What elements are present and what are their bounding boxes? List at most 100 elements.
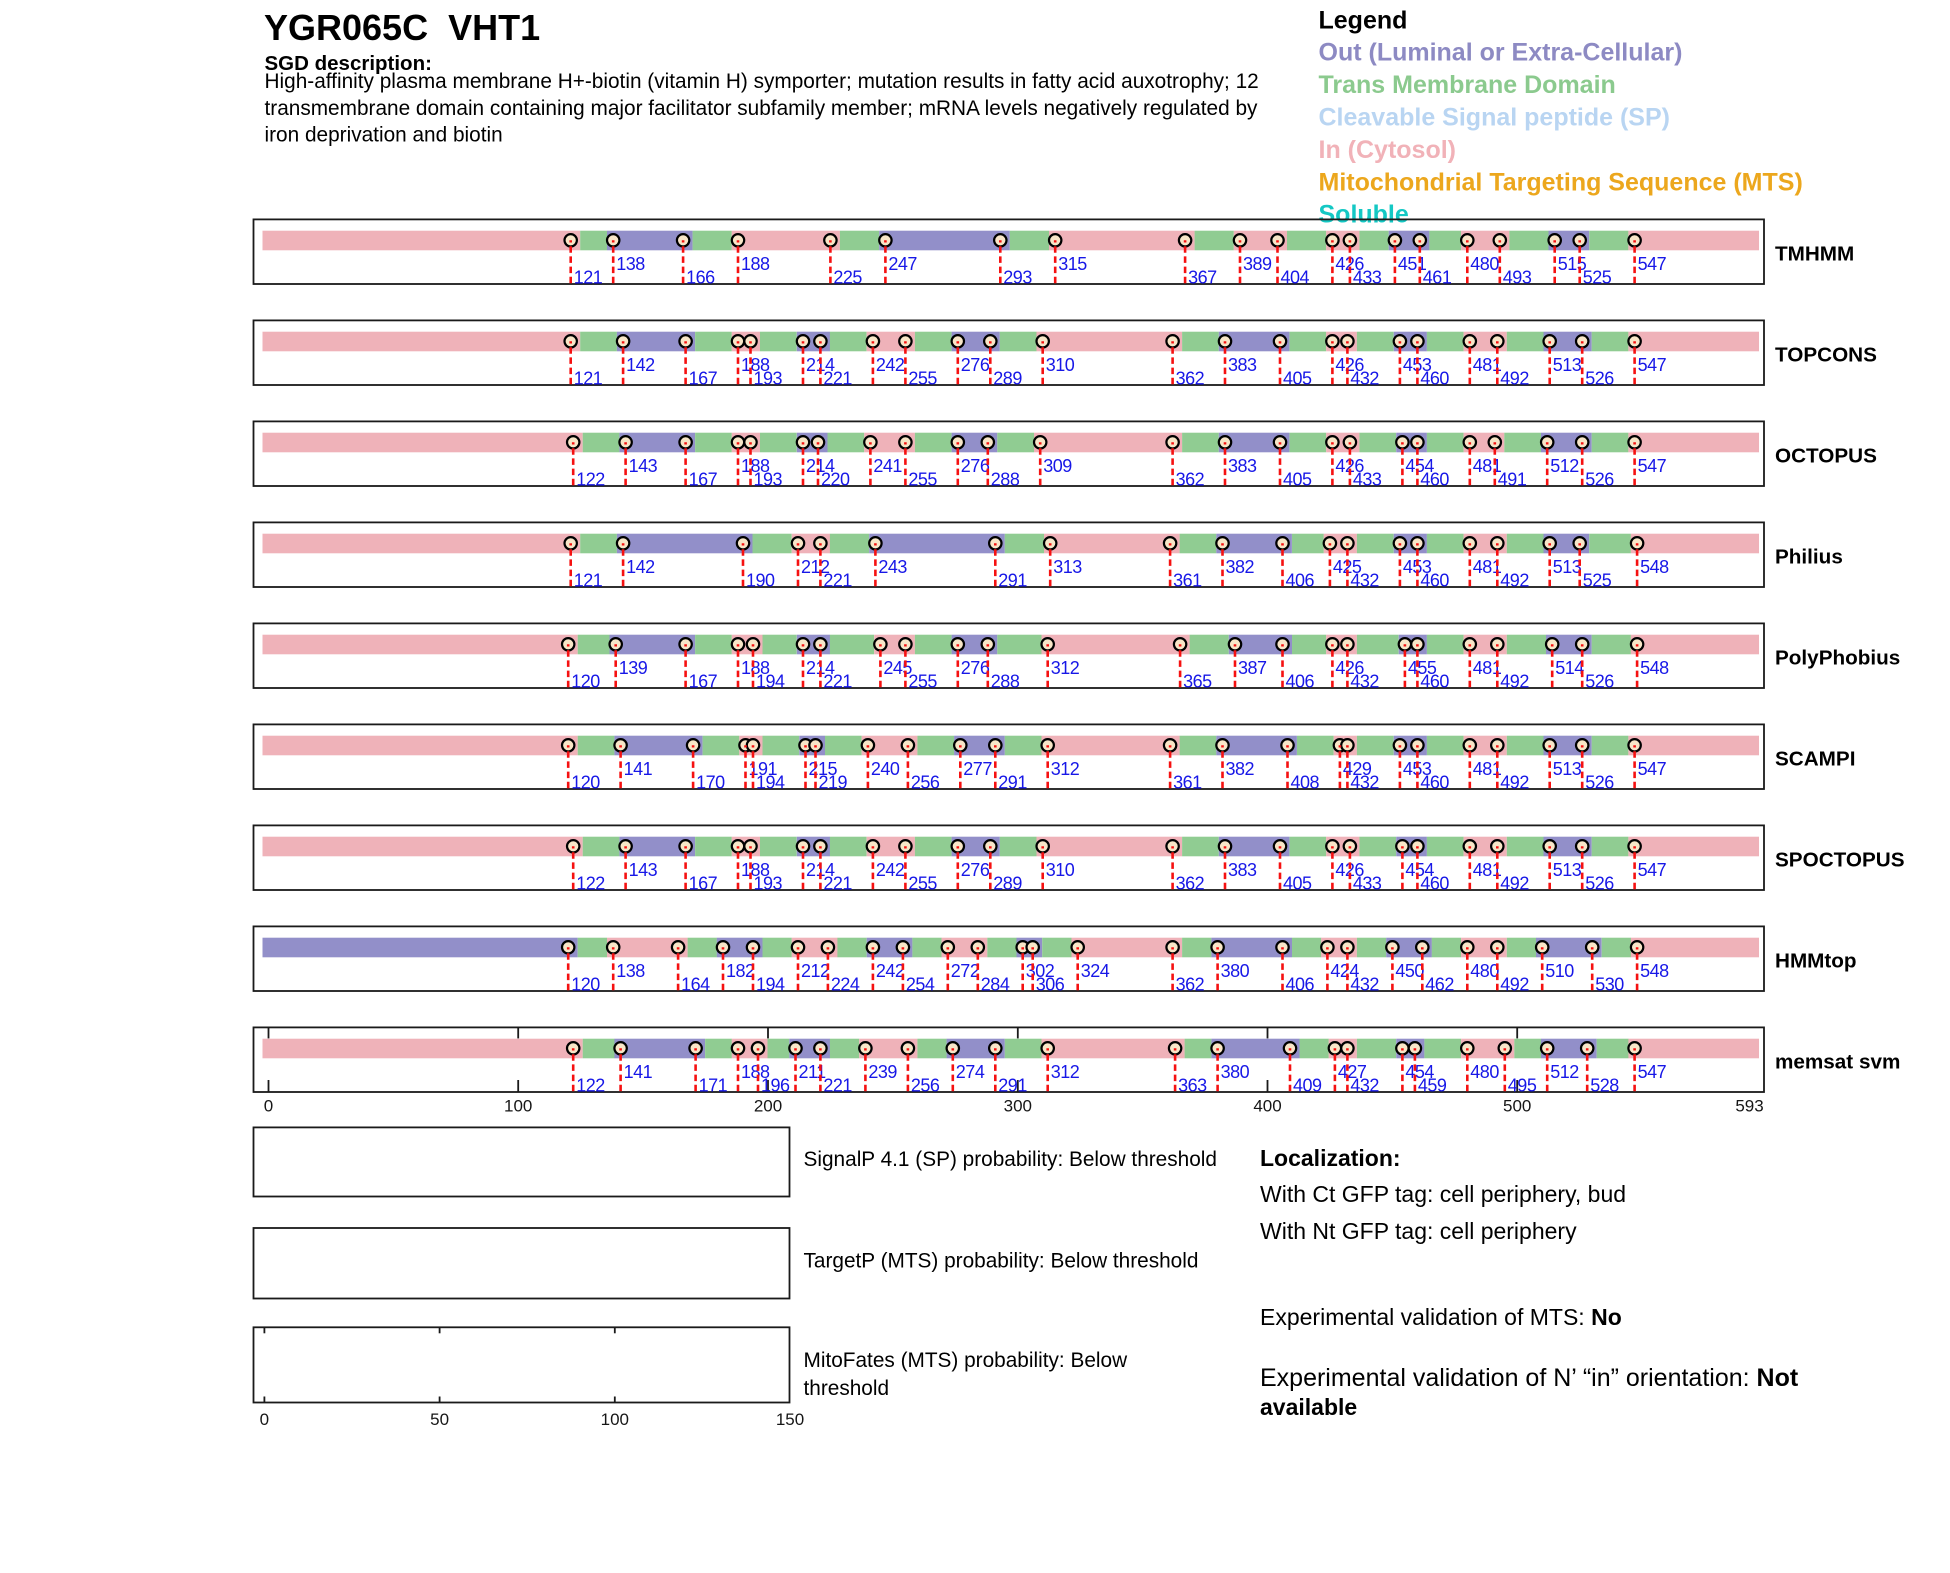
svg-text:513: 513 [1553, 557, 1582, 577]
svg-text:0: 0 [264, 1097, 273, 1116]
svg-text:460: 460 [1420, 772, 1449, 792]
svg-text:Philius: Philius [1775, 546, 1843, 569]
svg-text:HMMtop: HMMtop [1775, 950, 1857, 973]
svg-text:242: 242 [876, 860, 905, 880]
svg-text:193: 193 [754, 873, 783, 893]
svg-text:284: 284 [981, 974, 1010, 994]
svg-text:PolyPhobius: PolyPhobius [1775, 647, 1900, 670]
svg-text:453: 453 [1403, 355, 1432, 375]
svg-text:453: 453 [1403, 759, 1432, 779]
svg-text:142: 142 [626, 557, 655, 577]
svg-text:142: 142 [626, 355, 655, 375]
svg-text:362: 362 [1176, 469, 1205, 489]
svg-text:241: 241 [873, 456, 902, 476]
svg-text:221: 221 [823, 671, 852, 691]
svg-text:276: 276 [961, 860, 990, 880]
svg-text:512: 512 [1550, 456, 1579, 476]
svg-text:460: 460 [1420, 368, 1449, 388]
svg-text:426: 426 [1335, 254, 1364, 274]
svg-text:167: 167 [689, 873, 718, 893]
svg-text:221: 221 [823, 368, 852, 388]
svg-text:481: 481 [1473, 759, 1502, 779]
svg-text:389: 389 [1243, 254, 1272, 274]
svg-text:382: 382 [1226, 557, 1255, 577]
svg-text:TargetP (MTS) probability: Bel: TargetP (MTS) probability: Below thresho… [804, 1250, 1199, 1273]
svg-text:426: 426 [1335, 860, 1364, 880]
svg-text:525: 525 [1583, 267, 1612, 287]
svg-text:219: 219 [819, 772, 848, 792]
svg-text:214: 214 [806, 355, 835, 375]
svg-text:138: 138 [616, 961, 645, 981]
svg-text:166: 166 [686, 267, 715, 287]
svg-text:256: 256 [911, 1075, 940, 1095]
svg-text:221: 221 [823, 570, 852, 590]
svg-text:122: 122 [576, 873, 605, 893]
svg-text:122: 122 [576, 1075, 605, 1095]
svg-text:212: 212 [801, 557, 830, 577]
svg-text:transmembrane domain containin: transmembrane domain containing major fa… [265, 97, 1259, 120]
svg-text:383: 383 [1228, 355, 1257, 375]
svg-text:380: 380 [1221, 1062, 1250, 1082]
svg-text:272: 272 [951, 961, 980, 981]
svg-text:530: 530 [1595, 974, 1624, 994]
svg-text:380: 380 [1221, 961, 1250, 981]
svg-text:526: 526 [1585, 772, 1614, 792]
svg-text:225: 225 [833, 267, 862, 287]
svg-text:243: 243 [878, 557, 907, 577]
svg-text:214: 214 [806, 860, 835, 880]
svg-text:500: 500 [1503, 1097, 1531, 1116]
svg-text:313: 313 [1053, 557, 1082, 577]
svg-text:493: 493 [1503, 267, 1532, 287]
svg-text:362: 362 [1176, 873, 1205, 893]
svg-text:513: 513 [1553, 759, 1582, 779]
svg-text:480: 480 [1470, 961, 1499, 981]
svg-text:0: 0 [260, 1410, 269, 1429]
svg-text:432: 432 [1350, 1075, 1379, 1095]
svg-text:Experimental validation of MTS: Experimental validation of MTS: No [1260, 1304, 1622, 1330]
svg-text:OCTOPUS: OCTOPUS [1775, 445, 1877, 468]
svg-text:141: 141 [624, 759, 653, 779]
svg-text:460: 460 [1420, 469, 1449, 489]
svg-text:YGR065C VHT1: YGR065C VHT1 [264, 7, 540, 48]
svg-text:427: 427 [1338, 1062, 1367, 1082]
svg-text:188: 188 [741, 254, 770, 274]
svg-text:Soluble: Soluble [1319, 201, 1409, 229]
svg-text:383: 383 [1228, 860, 1257, 880]
svg-text:Experimental validation of N’: Experimental validation of N’ “in” orien… [1260, 1364, 1799, 1392]
svg-text:143: 143 [629, 456, 658, 476]
svg-text:221: 221 [823, 1075, 852, 1095]
svg-text:512: 512 [1550, 1062, 1579, 1082]
svg-text:300: 300 [1004, 1097, 1032, 1116]
svg-text:High-affinity plasma membrane: High-affinity plasma membrane H+-biotin … [265, 70, 1259, 93]
svg-text:460: 460 [1420, 671, 1449, 691]
svg-text:461: 461 [1423, 267, 1452, 287]
svg-text:491: 491 [1498, 469, 1527, 489]
svg-text:141: 141 [624, 1062, 653, 1082]
svg-text:214: 214 [806, 658, 835, 678]
svg-text:408: 408 [1291, 772, 1320, 792]
svg-text:460: 460 [1420, 570, 1449, 590]
svg-text:404: 404 [1281, 267, 1310, 287]
svg-text:TMHMM: TMHMM [1775, 243, 1854, 266]
svg-text:242: 242 [876, 355, 905, 375]
svg-text:547: 547 [1638, 254, 1667, 274]
svg-text:121: 121 [574, 570, 603, 590]
svg-text:255: 255 [908, 671, 937, 691]
svg-text:429: 429 [1343, 759, 1372, 779]
svg-text:289: 289 [993, 368, 1022, 388]
svg-text:255: 255 [908, 469, 937, 489]
svg-text:409: 409 [1293, 1075, 1322, 1095]
svg-text:143: 143 [629, 860, 658, 880]
svg-text:200: 200 [754, 1097, 782, 1116]
svg-text:Out (Luminal or Extra-Cellular: Out (Luminal or Extra-Cellular) [1319, 39, 1683, 67]
svg-text:426: 426 [1335, 355, 1364, 375]
svg-text:432: 432 [1350, 974, 1379, 994]
svg-text:SGD description:: SGD description: [265, 52, 432, 75]
svg-text:324: 324 [1081, 961, 1110, 981]
svg-text:194: 194 [756, 772, 785, 792]
svg-text:193: 193 [754, 368, 783, 388]
svg-text:With Ct GFP tag: cell peripher: With Ct GFP tag: cell periphery, bud [1260, 1181, 1626, 1207]
svg-text:361: 361 [1173, 772, 1202, 792]
svg-text:405: 405 [1283, 368, 1312, 388]
svg-text:211: 211 [799, 1062, 827, 1082]
